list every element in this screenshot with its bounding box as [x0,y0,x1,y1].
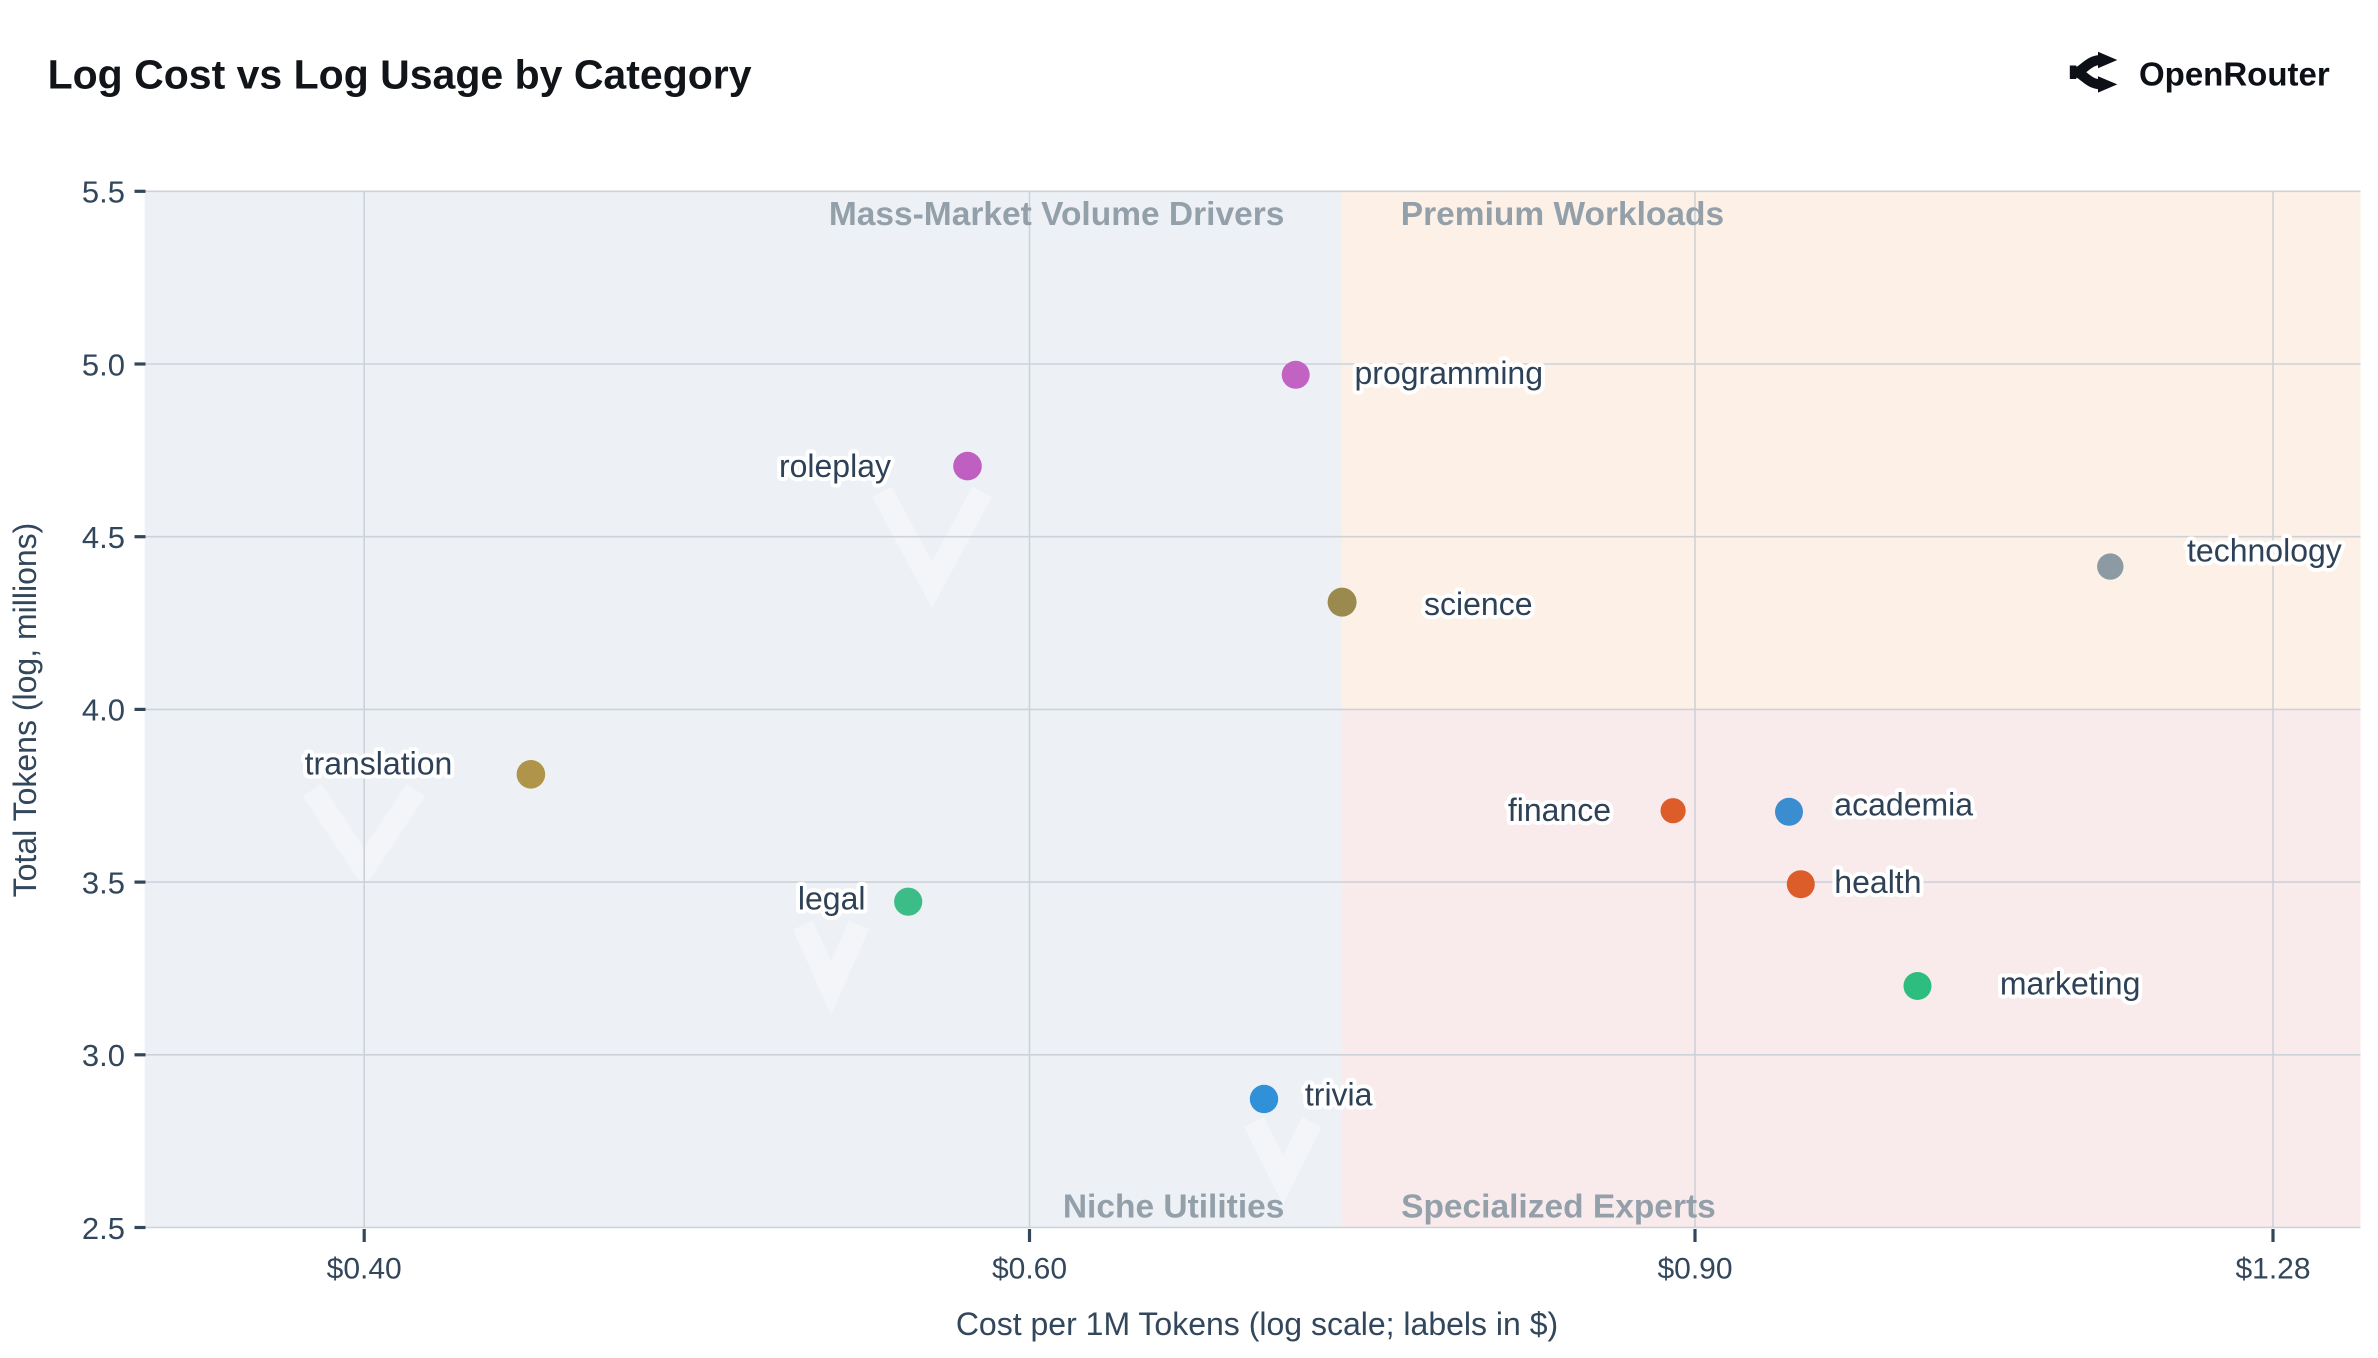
svg-text:Total Tokens (log, millions): Total Tokens (log, millions) [7,523,43,898]
svg-text:5.0: 5.0 [82,347,125,382]
svg-text:health: health [1834,864,1921,900]
svg-text:Mass-Market Volume Drivers: Mass-Market Volume Drivers [829,196,1285,233]
svg-text:Log Cost vs Log Usage by Categ: Log Cost vs Log Usage by Category [48,51,752,97]
svg-text:3.5: 3.5 [82,865,125,900]
svg-text:Cost per 1M Tokens (log scale;: Cost per 1M Tokens (log scale; labels in… [956,1306,1558,1342]
svg-text:finance: finance [1508,792,1611,828]
svg-text:$0.60: $0.60 [992,1253,1067,1286]
svg-text:academia: academia [1834,787,1973,823]
svg-text:4.0: 4.0 [82,693,125,728]
svg-text:OpenRouter: OpenRouter [2139,55,2330,92]
svg-text:marketing: marketing [2000,966,2140,1002]
svg-text:Premium Workloads: Premium Workloads [1401,196,1724,233]
svg-text:Niche Utilities: Niche Utilities [1063,1189,1285,1226]
svg-text:5.5: 5.5 [82,175,125,210]
svg-text:science: science [1424,586,1533,622]
svg-text:$1.28: $1.28 [2235,1253,2310,1286]
svg-text:$0.90: $0.90 [1657,1253,1732,1286]
svg-text:programming: programming [1355,355,1544,391]
svg-text:translation: translation [305,746,453,782]
svg-text:3.0: 3.0 [82,1038,125,1073]
svg-text:legal: legal [798,881,866,917]
svg-text:roleplay: roleplay [779,448,891,484]
svg-text:trivia: trivia [1305,1077,1373,1113]
svg-text:2.5: 2.5 [82,1211,125,1246]
svg-text:Specialized Experts: Specialized Experts [1401,1189,1716,1226]
svg-text:$0.40: $0.40 [327,1253,402,1286]
svg-text:4.5: 4.5 [82,520,125,555]
svg-text:technology: technology [2187,533,2342,569]
